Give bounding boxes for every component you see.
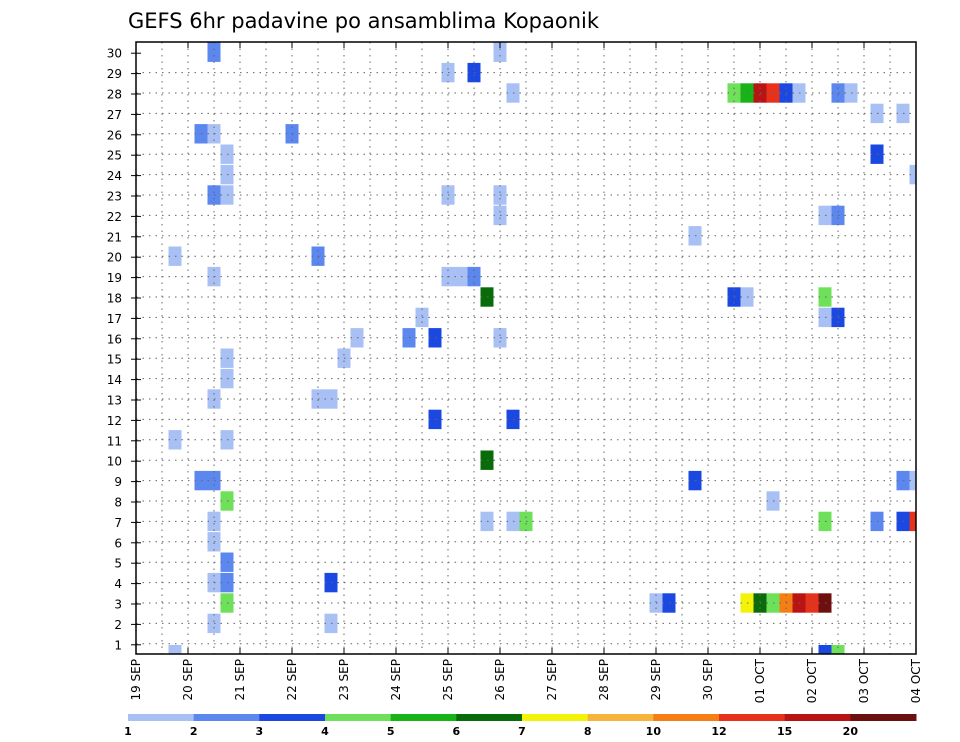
y-tick-label: 12 (107, 414, 122, 428)
y-tick-label: 7 (114, 516, 122, 530)
x-tick-label: 26 SEP (493, 659, 507, 701)
colorbar-swatch (193, 714, 260, 721)
y-tick-label: 8 (114, 496, 122, 510)
y-tick-label: 29 (107, 67, 122, 81)
colorbar-label: 2 (190, 725, 198, 738)
y-tick-label: 3 (114, 598, 122, 612)
y-tick-label: 11 (107, 434, 122, 448)
x-tick-label: 20 SEP (181, 659, 195, 701)
colorbar-swatch (456, 714, 523, 721)
heatmap-cell (831, 645, 845, 654)
y-tick-label: 10 (107, 455, 122, 469)
y-tick-label: 4 (114, 577, 122, 591)
x-tick-label: 27 SEP (545, 659, 559, 701)
colorbar-swatch (522, 714, 589, 721)
y-tick-label: 13 (107, 394, 122, 408)
y-tick-label: 1 (114, 638, 122, 652)
x-tick-label: 24 SEP (389, 659, 403, 701)
x-tick-label: 01 OCT (753, 658, 767, 703)
y-tick-label: 2 (114, 618, 122, 632)
colorbar-swatch (719, 714, 786, 721)
colorbar-label: 10 (646, 725, 662, 738)
y-tick-label: 15 (107, 353, 122, 367)
plot-frame (135, 41, 917, 655)
y-tick-label: 14 (107, 373, 122, 387)
y-tick-label: 25 (107, 149, 122, 163)
heatmap-cell (909, 164, 916, 185)
colorbar-swatch (850, 714, 917, 721)
x-tick-label: 21 SEP (233, 659, 247, 701)
y-tick-label: 24 (107, 169, 122, 183)
x-tick-label: 22 SEP (285, 659, 299, 701)
colorbar-label: 8 (584, 725, 592, 738)
y-tick-label: 26 (107, 128, 122, 142)
y-tick-label: 23 (107, 190, 122, 204)
colorbar-swatch (784, 714, 851, 721)
colorbar-swatch (390, 714, 457, 721)
y-tick-label: 18 (107, 292, 122, 306)
colorbar-label: 7 (518, 725, 526, 738)
heatmap-cell (909, 511, 916, 532)
y-tick-label: 17 (107, 312, 122, 326)
cells-layer (168, 42, 916, 654)
x-tick-label: 02 OCT (805, 658, 819, 703)
x-tick-label: 04 OCT (909, 658, 923, 703)
x-tick-label: 25 SEP (441, 659, 455, 701)
y-tick-label: 27 (107, 108, 122, 122)
axis-layer: 1234567891011121314151617181920212223242… (107, 42, 923, 703)
colorbar-label: 20 (843, 725, 859, 738)
heatmap-cell (168, 645, 182, 654)
grid-layer (136, 42, 916, 654)
y-tick-label: 9 (114, 475, 122, 489)
colorbar-swatch (259, 714, 326, 721)
y-tick-label: 20 (107, 251, 122, 265)
heatmap-cell (909, 470, 916, 491)
x-tick-label: 30 SEP (701, 659, 715, 701)
y-tick-label: 30 (107, 47, 122, 61)
colorbar-swatch (653, 714, 720, 721)
chart-title: GEFS 6hr padavine po ansamblima Kopaonik (128, 9, 600, 33)
y-tick-label: 6 (114, 536, 122, 550)
colorbar-swatch (587, 714, 654, 721)
colorbar-swatch (128, 714, 195, 721)
colorbar-swatch (325, 714, 392, 721)
y-tick-label: 19 (107, 271, 122, 285)
x-tick-label: 03 OCT (857, 658, 871, 703)
y-tick-label: 28 (107, 88, 122, 102)
colorbar-label: 12 (711, 725, 726, 738)
y-tick-label: 22 (107, 210, 122, 224)
colorbar-label: 1 (124, 725, 132, 738)
x-tick-label: 19 SEP (129, 659, 143, 701)
colorbar-label: 4 (321, 725, 329, 738)
colorbar-label: 6 (453, 725, 461, 738)
colorbar-label: 15 (777, 725, 792, 738)
y-tick-label: 21 (107, 230, 122, 244)
heatmap-cell (493, 42, 507, 62)
heatmap-cell (818, 645, 832, 654)
y-tick-label: 16 (107, 332, 122, 346)
x-tick-label: 23 SEP (337, 659, 351, 701)
heatmap-cell (207, 42, 221, 62)
y-tick-label: 5 (114, 557, 122, 571)
colorbar-label: 5 (387, 725, 395, 738)
x-tick-label: 28 SEP (597, 659, 611, 701)
colorbar: 1 2 3 4 5 6 7 8 10 12 15 20 (124, 714, 917, 738)
x-tick-label: 29 SEP (649, 659, 663, 701)
colorbar-label: 3 (256, 725, 264, 738)
